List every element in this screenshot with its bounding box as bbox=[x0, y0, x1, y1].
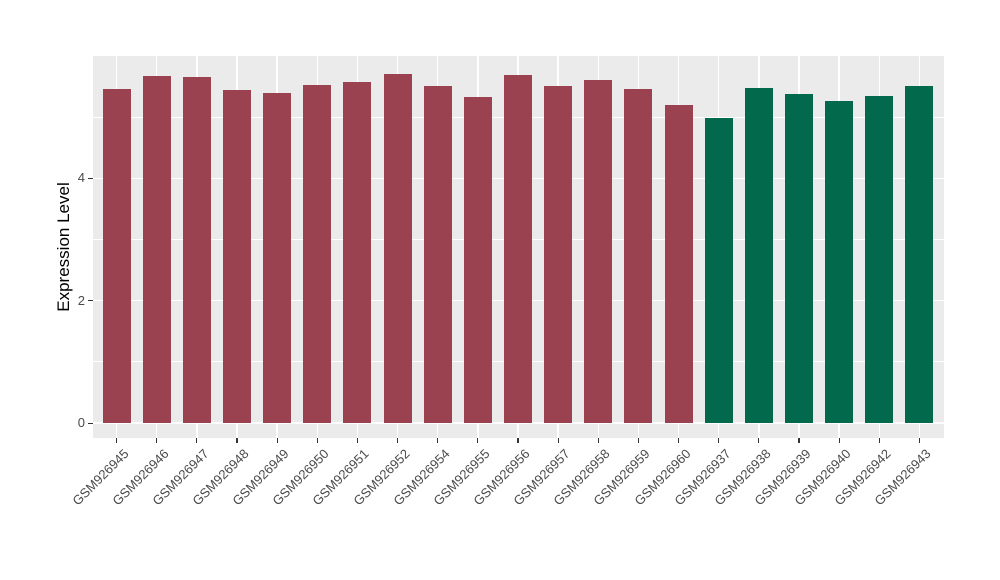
plot-panel bbox=[92, 56, 944, 438]
bar-GSM926946 bbox=[142, 75, 171, 423]
bar-GSM926960 bbox=[664, 104, 693, 423]
bar-GSM926938 bbox=[744, 88, 773, 423]
x-tick-mark bbox=[718, 438, 720, 443]
x-tick-mark bbox=[437, 438, 439, 443]
bar-GSM926951 bbox=[343, 81, 372, 423]
x-tick-mark bbox=[678, 438, 680, 443]
x-tick-mark bbox=[236, 438, 238, 443]
y-tick-mark bbox=[88, 177, 93, 179]
bar-GSM926957 bbox=[544, 85, 573, 423]
x-tick-mark bbox=[838, 438, 840, 443]
bar-GSM926937 bbox=[704, 117, 733, 423]
bar-GSM926943 bbox=[905, 86, 934, 423]
x-tick-mark bbox=[517, 438, 519, 443]
x-tick-mark bbox=[276, 438, 278, 443]
bar-GSM926955 bbox=[463, 96, 492, 423]
x-tick-mark bbox=[156, 438, 158, 443]
bar-GSM926940 bbox=[825, 101, 854, 423]
y-tick-label: 4 bbox=[77, 170, 85, 186]
y-tick-label: 2 bbox=[77, 292, 85, 308]
bar-GSM926958 bbox=[584, 80, 613, 423]
bar-GSM926952 bbox=[383, 74, 412, 423]
bar-GSM926950 bbox=[303, 84, 332, 423]
bar-GSM926948 bbox=[222, 90, 252, 423]
bar-GSM926942 bbox=[865, 95, 894, 423]
x-tick-mark bbox=[798, 438, 800, 443]
x-tick-mark bbox=[597, 438, 599, 443]
bar-GSM926945 bbox=[102, 89, 131, 423]
x-tick-mark bbox=[316, 438, 318, 443]
x-tick-mark bbox=[196, 438, 198, 443]
y-tick-label: 0 bbox=[77, 415, 85, 430]
x-tick-mark bbox=[116, 438, 118, 443]
x-tick-mark bbox=[356, 438, 358, 443]
bar-GSM926939 bbox=[784, 93, 814, 423]
y-tick-mark bbox=[88, 422, 93, 424]
x-tick-mark bbox=[878, 438, 880, 443]
major-gridline bbox=[92, 422, 944, 424]
bar-GSM926947 bbox=[182, 77, 211, 423]
x-tick-mark bbox=[637, 438, 639, 443]
x-tick-mark bbox=[477, 438, 479, 443]
x-tick-mark bbox=[758, 438, 760, 443]
x-tick-mark bbox=[557, 438, 559, 443]
x-tick-mark bbox=[918, 438, 920, 443]
bar-GSM926959 bbox=[624, 89, 653, 423]
x-tick-mark bbox=[397, 438, 399, 443]
bar-GSM926954 bbox=[423, 86, 452, 423]
bar-GSM926949 bbox=[263, 92, 292, 423]
bar-GSM926956 bbox=[503, 74, 533, 423]
y-tick-mark bbox=[88, 300, 93, 302]
